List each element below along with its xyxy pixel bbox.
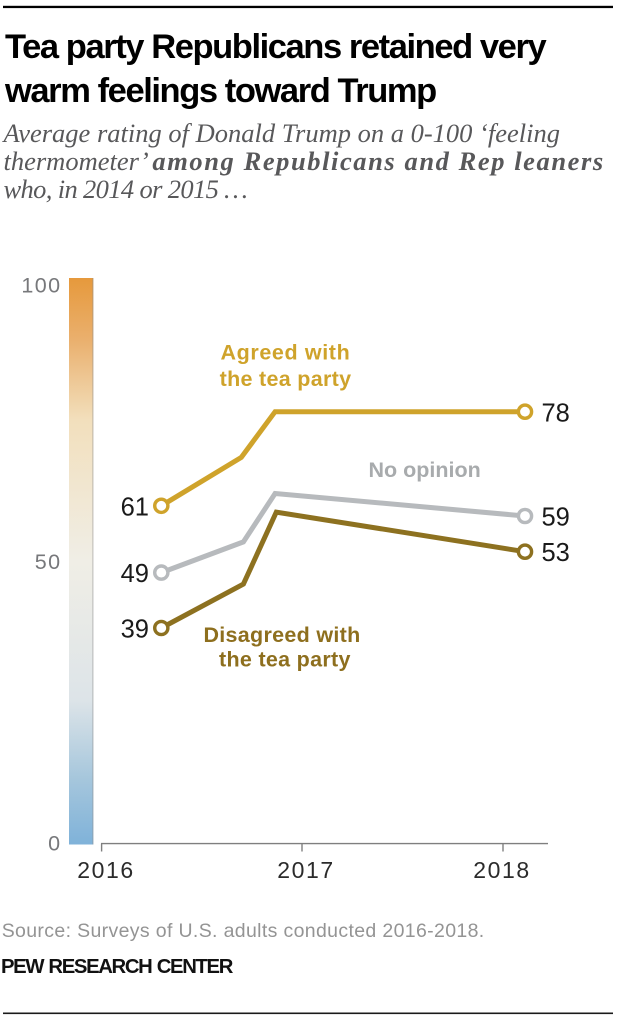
svg-text:0: 0 bbox=[48, 832, 61, 856]
svg-text:100: 100 bbox=[21, 274, 61, 298]
svg-text:2017: 2017 bbox=[277, 857, 335, 883]
svg-text:78: 78 bbox=[542, 399, 570, 427]
svg-text:39: 39 bbox=[121, 616, 149, 644]
svg-text:Disagreed with: Disagreed with bbox=[203, 623, 360, 647]
svg-text:49: 49 bbox=[121, 560, 149, 588]
svg-text:No opinion: No opinion bbox=[368, 458, 480, 482]
svg-text:the tea party: the tea party bbox=[220, 367, 352, 391]
svg-text:53: 53 bbox=[542, 539, 570, 567]
svg-text:61: 61 bbox=[121, 493, 149, 521]
svg-text:Agreed with: Agreed with bbox=[220, 341, 350, 365]
svg-text:2018: 2018 bbox=[473, 857, 531, 883]
svg-text:the tea party: the tea party bbox=[219, 648, 351, 672]
svg-text:59: 59 bbox=[542, 504, 570, 532]
svg-text:2016: 2016 bbox=[77, 857, 135, 883]
svg-text:50: 50 bbox=[35, 550, 62, 574]
